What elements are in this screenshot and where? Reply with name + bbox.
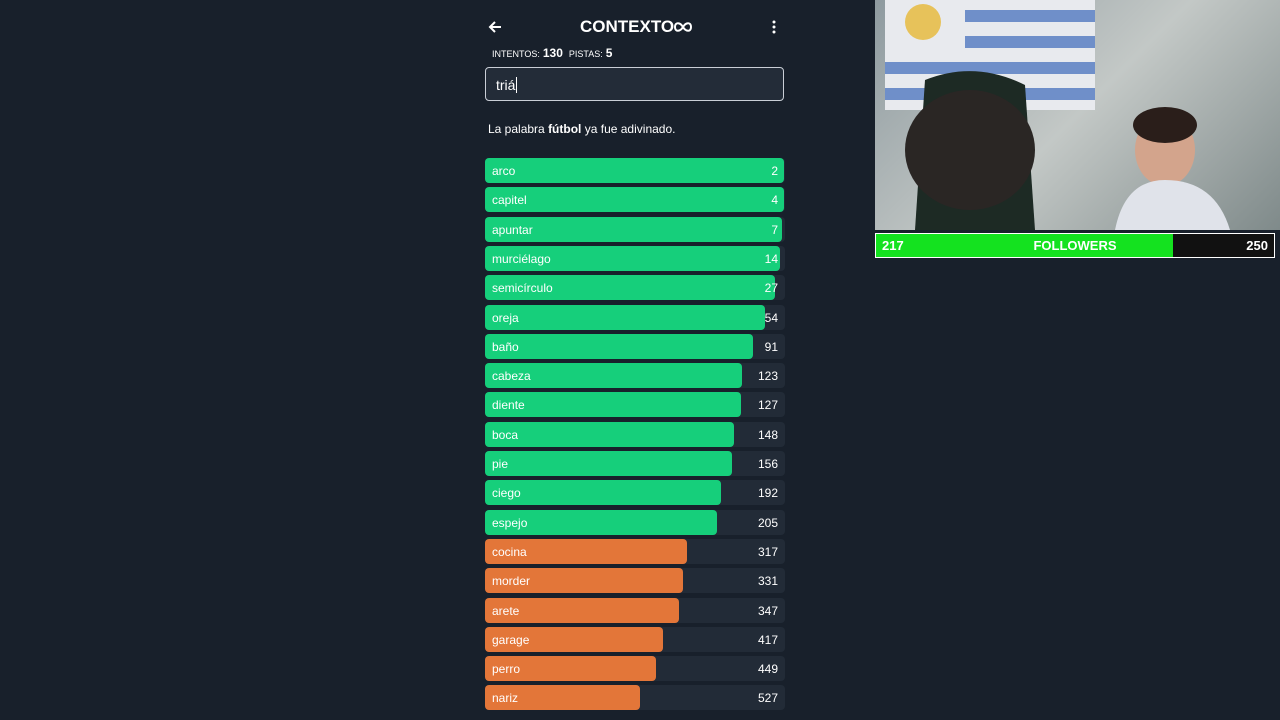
- title: CONTEXTO: [580, 17, 675, 36]
- guess-row: nariz 527: [485, 685, 785, 711]
- guess-row: murciélago 14: [485, 245, 785, 271]
- guess-bar: [485, 656, 657, 682]
- guess-bar: [485, 538, 687, 564]
- stat-value: 5: [605, 46, 613, 60]
- guess-word: pie: [492, 457, 509, 471]
- guess-word: arete: [492, 603, 520, 618]
- followers-goal-value: 250: [1246, 238, 1268, 253]
- message-text: La palabra: [488, 122, 545, 136]
- guess-row: arete 347: [485, 597, 785, 623]
- webcam-image: [885, 0, 1230, 230]
- guess-bar: [485, 421, 735, 447]
- guess-row: semicírculo 27: [485, 275, 785, 301]
- guess-word: nariz: [492, 691, 519, 706]
- guess-word: cabeza: [492, 369, 531, 384]
- guess-word: boca: [492, 427, 519, 442]
- guess-row: boca 148: [485, 421, 785, 447]
- guess-row: capitel 4: [485, 187, 785, 213]
- followers-label: FOLLOWERS: [1033, 238, 1117, 253]
- message: La palabra fútbol ya fue adivinado.: [488, 122, 675, 136]
- guess-word: espejo: [492, 515, 528, 530]
- guess-row: oreja 54: [485, 304, 785, 330]
- guess-word: baño: [492, 339, 519, 354]
- guess-bar: [485, 451, 732, 476]
- stat-label: PISTAS:: [568, 49, 603, 59]
- followers-current: 217: [882, 238, 904, 253]
- stats: INTENTOS: 130 PISTAS: 5: [492, 46, 618, 60]
- message-word: fútbol: [548, 122, 582, 136]
- guess-rank: 7: [771, 222, 778, 237]
- guess-word: morder: [492, 574, 531, 589]
- followers-goal: 217 FOLLOWERS 250: [875, 233, 1275, 258]
- input-text: triá: [496, 77, 518, 93]
- guess-bar: [485, 597, 680, 623]
- guess-rank: 148: [757, 427, 778, 442]
- guess-bar: [485, 245, 780, 271]
- guess-row: morder 331: [485, 568, 785, 594]
- guess-word: perro: [492, 662, 521, 677]
- guess-rank: 192: [757, 486, 778, 501]
- guess-rank: 27: [764, 281, 778, 296]
- guess-rank: 449: [757, 662, 778, 677]
- infinity-icon: [673, 22, 693, 32]
- guess-rank: 417: [757, 632, 778, 647]
- guess-word: oreja: [492, 310, 519, 325]
- guess-row: pie 156: [485, 451, 785, 476]
- guess-rank: 123: [757, 369, 778, 384]
- guess-row: apuntar 7: [485, 216, 785, 242]
- guess-rank: 2: [771, 164, 778, 178]
- guess-word: apuntar: [492, 222, 533, 237]
- guess-bar: [485, 363, 743, 389]
- guess-word: garage: [492, 632, 530, 647]
- guess-row: perro 449: [485, 656, 785, 682]
- guess-rank: 4: [771, 193, 778, 208]
- guess-row: arco 2: [485, 158, 785, 183]
- message-text: ya fue adivinado.: [584, 122, 676, 136]
- guess-word: ciego: [492, 486, 521, 501]
- guess-rank: 317: [757, 544, 778, 559]
- guess-row: garage 417: [485, 626, 785, 652]
- guess-rank: 127: [757, 398, 778, 413]
- guess-bar: [485, 480, 721, 506]
- guess-row: diente 127: [485, 392, 785, 418]
- guess-rank: 156: [757, 457, 778, 471]
- stat-label: INTENTOS:: [492, 49, 540, 59]
- webcam: [875, 0, 1280, 230]
- guess-row: cocina 317: [485, 538, 785, 564]
- stat-value: 130: [542, 46, 563, 60]
- guess-word: semicírculo: [492, 281, 553, 296]
- back-button[interactable]: [487, 19, 503, 35]
- guess-bar: [485, 158, 785, 183]
- guess-bar: [485, 568, 684, 594]
- guess-word: arco: [492, 164, 516, 178]
- guess-bar: [485, 626, 664, 652]
- guess-word: diente: [492, 398, 525, 413]
- menu-button[interactable]: [768, 19, 780, 35]
- guess-bar: [485, 187, 784, 213]
- guess-rank: 347: [757, 603, 778, 618]
- guess-bar: [485, 685, 641, 711]
- guess-row: baño 91: [485, 333, 785, 359]
- guess-rank: 331: [757, 574, 778, 589]
- guess-bar: [485, 509, 718, 535]
- guess-rank: 14: [764, 251, 778, 266]
- guess-rank: 54: [764, 310, 778, 325]
- guess-word: capitel: [492, 193, 527, 208]
- guess-row: espejo 205: [485, 509, 785, 535]
- guess-input[interactable]: triá: [485, 67, 784, 101]
- guess-word: murciélago: [492, 251, 551, 266]
- guess-rank: 527: [757, 691, 778, 706]
- followers-progress: [876, 234, 1174, 257]
- guess-bar: [485, 216, 783, 242]
- guess-word: cocina: [492, 544, 527, 559]
- guess-bar: [485, 392, 741, 418]
- guess-bar: [485, 304, 766, 330]
- guess-bar: [485, 333, 753, 359]
- guess-row: cabeza 123: [485, 363, 785, 389]
- guess-bar: [485, 275, 776, 301]
- guess-row: ciego 192: [485, 480, 785, 506]
- guess-rank: 205: [757, 515, 778, 530]
- guess-rank: 91: [764, 339, 778, 354]
